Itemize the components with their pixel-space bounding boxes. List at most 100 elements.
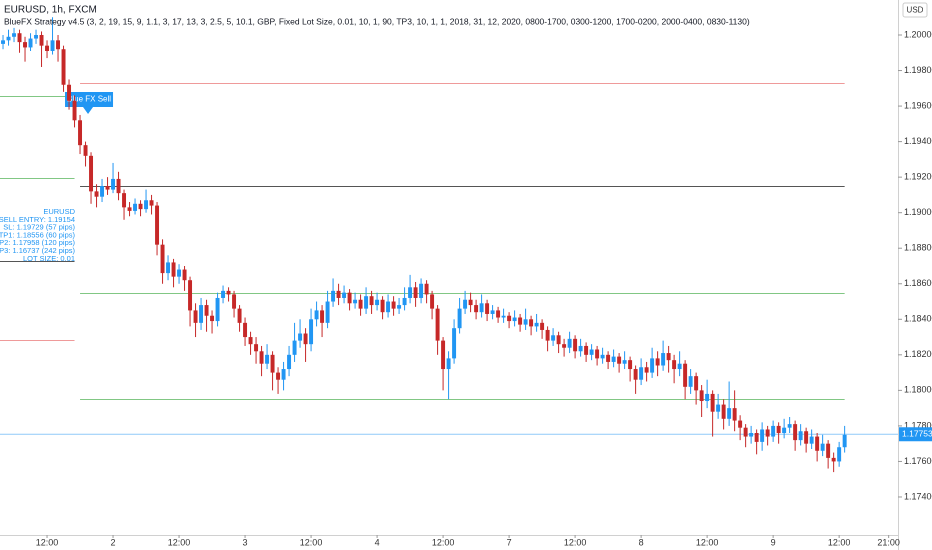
candle-body	[820, 443, 825, 451]
candle-body	[650, 358, 655, 373]
x-tick-label: 12:00	[564, 537, 587, 547]
candle-body	[166, 262, 171, 274]
candle-body	[749, 433, 754, 437]
candle-body	[672, 360, 677, 370]
candle-body	[815, 436, 820, 451]
candle-body	[391, 301, 396, 309]
candle-body	[551, 335, 556, 341]
candle-body	[639, 367, 644, 380]
candle-body	[56, 40, 61, 50]
candle-body	[182, 269, 187, 281]
info-line: TP1: 1.18556 (60 pips)	[0, 230, 76, 239]
x-tick-label: 7	[507, 537, 512, 547]
candle-body	[518, 317, 523, 325]
candle-body	[529, 319, 534, 327]
candle-body	[34, 35, 39, 39]
signal-label: Blue FX Sell	[67, 95, 111, 104]
x-tick-label: 21:00	[877, 537, 900, 547]
y-tick-label: 1.19400	[904, 136, 932, 146]
candle-body	[45, 45, 50, 51]
chart-title: EURUSD, 1h, FXCM	[4, 5, 97, 16]
candle-body	[155, 205, 160, 245]
last-price-box	[899, 427, 932, 442]
candle-body	[512, 317, 517, 322]
candle-body	[226, 290, 231, 295]
candle-body	[127, 207, 132, 211]
candle-body	[116, 178, 121, 194]
candle-body	[177, 269, 182, 277]
candle-body	[622, 360, 627, 364]
x-tick-label: 8	[639, 537, 644, 547]
candle-body	[23, 42, 28, 48]
candle-body	[595, 349, 600, 359]
candle-body	[606, 354, 611, 362]
candle-body	[479, 303, 484, 313]
x-tick-label: 9	[771, 537, 776, 547]
candle-body	[463, 299, 468, 309]
info-line: SL: 1.19729 (57 pips)	[3, 223, 75, 232]
candle-body	[276, 372, 281, 380]
candle-body	[567, 338, 572, 348]
candle-body	[644, 367, 649, 373]
candle-body	[1, 40, 6, 44]
candle-body	[589, 349, 594, 355]
info-line: EURUSD	[43, 207, 75, 216]
candle-body	[254, 344, 259, 352]
candle-body	[331, 290, 336, 302]
candle-body	[573, 338, 578, 352]
candle-body	[138, 203, 143, 210]
y-tick-label: 1.18000	[904, 385, 932, 395]
candle-body	[375, 299, 380, 306]
candle-body	[732, 408, 737, 421]
y-tick-label: 1.18600	[904, 278, 932, 288]
candle-body	[325, 301, 330, 323]
candle-body	[468, 299, 473, 306]
currency-label[interactable]: USD	[907, 6, 924, 15]
candle-body	[408, 287, 413, 298]
y-tick-label: 1.17800	[904, 420, 932, 430]
candle-body	[501, 315, 506, 318]
candle-body	[94, 191, 99, 197]
candle-body	[111, 178, 116, 190]
candle-body	[17, 33, 22, 43]
candle-body	[171, 262, 176, 277]
currency-box[interactable]	[902, 2, 928, 18]
candle-body	[265, 354, 270, 364]
candle-body	[380, 299, 385, 313]
candle-body	[298, 333, 303, 341]
candle-body	[199, 305, 204, 323]
candle-body	[358, 299, 363, 309]
candle-body	[193, 310, 198, 323]
candle-body	[584, 345, 589, 355]
candle-body	[826, 443, 831, 458]
candle-body	[160, 244, 165, 274]
candle-body	[232, 294, 237, 309]
candle-body	[424, 283, 429, 295]
candle-body	[314, 310, 319, 320]
candle-body	[562, 344, 567, 348]
x-tick-label: 12:00	[696, 537, 719, 547]
candle-body	[435, 308, 440, 341]
candle-body	[540, 322, 545, 330]
candle-body	[270, 354, 275, 373]
candle-body	[474, 305, 479, 313]
candle-body	[496, 310, 501, 318]
x-tick-label: 12:00	[828, 537, 851, 547]
y-tick-label: 1.18200	[904, 349, 932, 359]
info-line: TP3: 1.16737 (242 pips)	[0, 246, 76, 255]
candle-body	[292, 340, 297, 355]
candle-body	[105, 186, 110, 190]
candle-body	[237, 308, 242, 323]
candle-body	[633, 369, 638, 380]
candle-body	[320, 310, 325, 323]
candle-body	[133, 203, 138, 211]
candle-body	[716, 404, 721, 412]
candle-body	[765, 429, 770, 437]
candle-body	[617, 356, 622, 364]
y-tick-label: 1.19800	[904, 65, 932, 75]
candle-body	[67, 84, 72, 101]
candle-body	[490, 310, 495, 314]
candle-body	[248, 337, 253, 345]
